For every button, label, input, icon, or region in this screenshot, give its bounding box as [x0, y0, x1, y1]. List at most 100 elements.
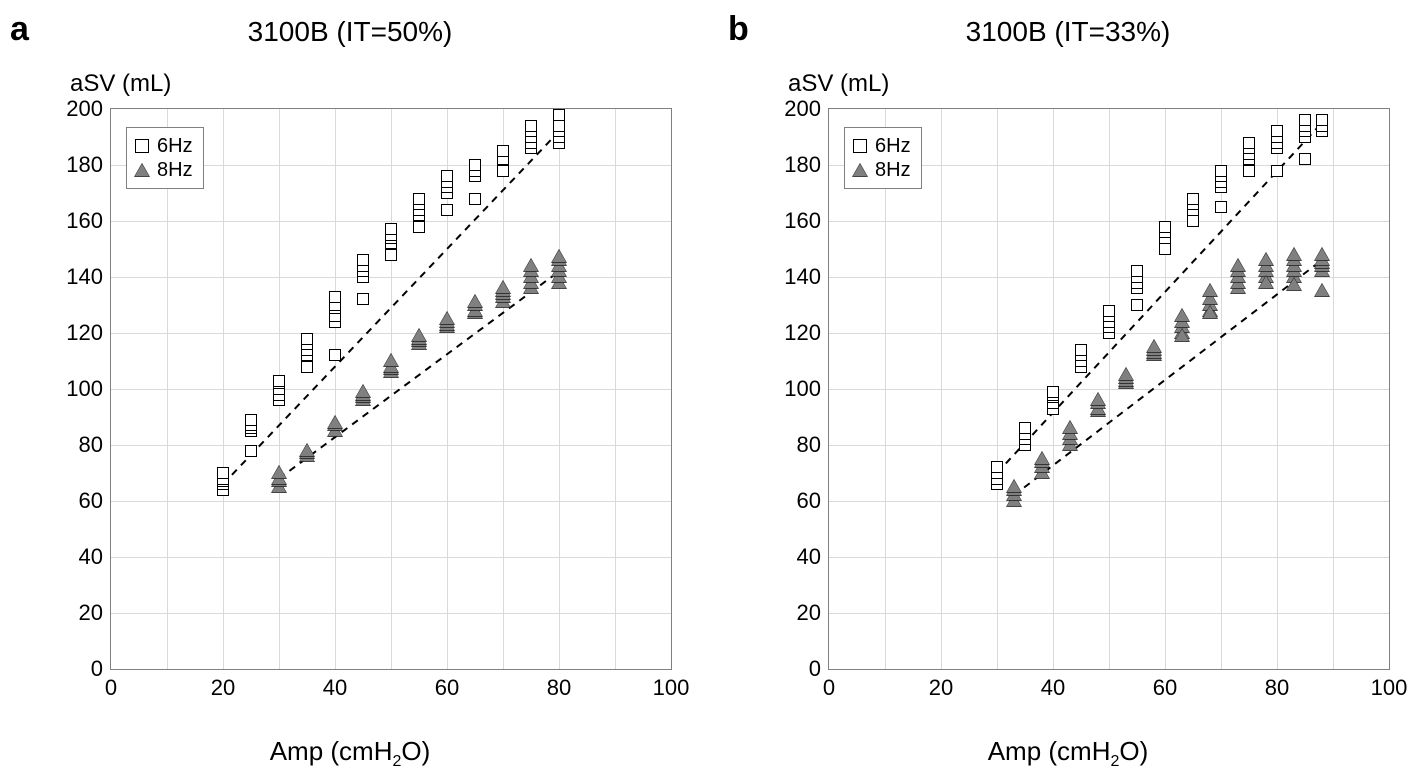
- marker-square: [1243, 137, 1255, 149]
- square-icon: [853, 139, 867, 153]
- marker-triangle-fill: [1147, 340, 1161, 352]
- y-tick-label: 100: [784, 376, 821, 402]
- y-tick-label: 80: [797, 432, 821, 458]
- marker-triangle-fill: [1231, 259, 1245, 271]
- legend-label: 6Hz: [875, 134, 911, 158]
- gridline-horizontal: [111, 501, 671, 502]
- gridline-horizontal: [829, 445, 1389, 446]
- y-axis-title: aSV (mL): [70, 70, 171, 98]
- x-tick-label: 100: [653, 675, 690, 701]
- marker-square: [329, 291, 341, 303]
- marker-square: [553, 109, 565, 121]
- y-tick-label: 140: [784, 264, 821, 290]
- x-tick-label: 60: [435, 675, 459, 701]
- legend-label: 6Hz: [157, 134, 193, 158]
- marker-square: [301, 361, 313, 373]
- square-icon: [135, 139, 149, 153]
- marker-square: [329, 349, 341, 361]
- marker-square: [1299, 114, 1311, 126]
- marker-square: [1159, 243, 1171, 255]
- marker-square: [1316, 114, 1328, 126]
- gridline-horizontal: [111, 221, 671, 222]
- marker-square: [441, 204, 453, 216]
- marker-square: [469, 159, 481, 171]
- x-tick-label: 80: [547, 675, 571, 701]
- gridline-horizontal: [829, 277, 1389, 278]
- marker-square: [1187, 215, 1199, 227]
- marker-square: [1215, 201, 1227, 213]
- legend-label: 8Hz: [157, 158, 193, 182]
- marker-square: [1243, 165, 1255, 177]
- y-tick-label: 100: [66, 376, 103, 402]
- marker-square: [497, 145, 509, 157]
- y-tick-label: 180: [66, 152, 103, 178]
- y-tick-label: 40: [797, 544, 821, 570]
- marker-square: [413, 221, 425, 233]
- gridline-horizontal: [829, 221, 1389, 222]
- marker-square: [1187, 193, 1199, 205]
- trend-line-8Hz: [279, 271, 559, 478]
- y-tick-label: 180: [784, 152, 821, 178]
- marker-square: [413, 193, 425, 205]
- legend-item: 8Hz: [853, 158, 911, 182]
- marker-triangle-fill: [1175, 329, 1189, 341]
- x-tick-label: 100: [1371, 675, 1408, 701]
- gridline-horizontal: [111, 557, 671, 558]
- x-axis-title: Amp (cmH2O): [0, 736, 700, 771]
- marker-triangle-fill: [384, 354, 398, 366]
- y-tick-label: 40: [79, 544, 103, 570]
- marker-square: [497, 165, 509, 177]
- marker-triangle-fill: [468, 295, 482, 307]
- triangle-icon: [135, 163, 149, 177]
- marker-triangle-fill: [328, 416, 342, 428]
- y-tick-label: 80: [79, 432, 103, 458]
- marker-square: [991, 461, 1003, 473]
- marker-square: [1019, 422, 1031, 434]
- gridline-horizontal: [829, 613, 1389, 614]
- marker-square: [1299, 153, 1311, 165]
- panel-title-a: 3100B (IT=50%): [0, 16, 700, 48]
- marker-square: [1271, 125, 1283, 137]
- marker-triangle-fill: [440, 312, 454, 324]
- y-tick-label: 120: [66, 320, 103, 346]
- marker-square: [553, 120, 565, 132]
- gridline-horizontal: [111, 389, 671, 390]
- y-tick-label: 60: [797, 488, 821, 514]
- marker-triangle-fill: [1091, 393, 1105, 405]
- marker-square: [357, 254, 369, 266]
- marker-square: [245, 414, 257, 426]
- panel-b: b3100B (IT=33%)aSV (mL)Amp (cmH2O)020406…: [718, 0, 1418, 777]
- legend-item: 6Hz: [853, 134, 911, 158]
- marker-triangle-fill: [1063, 421, 1077, 433]
- marker-triangle-fill: [1035, 452, 1049, 464]
- y-tick-label: 60: [79, 488, 103, 514]
- marker-square: [1103, 305, 1115, 317]
- marker-square: [525, 120, 537, 132]
- marker-triangle-fill: [1259, 253, 1273, 265]
- x-tick-label: 0: [823, 675, 835, 701]
- marker-square: [1047, 386, 1059, 398]
- marker-triangle-fill: [1175, 309, 1189, 321]
- marker-square: [385, 249, 397, 261]
- y-tick-label: 160: [784, 208, 821, 234]
- marker-triangle-fill: [300, 444, 314, 456]
- gridline-horizontal: [111, 613, 671, 614]
- gridline-horizontal: [829, 389, 1389, 390]
- marker-triangle-fill: [496, 281, 510, 293]
- y-tick-label: 200: [784, 96, 821, 122]
- marker-triangle-fill: [1287, 248, 1301, 260]
- marker-triangle-fill: [1203, 306, 1217, 318]
- marker-square: [217, 467, 229, 479]
- x-tick-label: 40: [1041, 675, 1065, 701]
- marker-square: [245, 445, 257, 457]
- marker-square: [301, 333, 313, 345]
- marker-square: [469, 193, 481, 205]
- gridline-horizontal: [111, 333, 671, 334]
- marker-triangle-fill: [412, 329, 426, 341]
- marker-square: [1131, 299, 1143, 311]
- y-tick-label: 120: [784, 320, 821, 346]
- y-tick-label: 0: [809, 656, 821, 682]
- marker-square: [1131, 265, 1143, 277]
- x-tick-label: 80: [1265, 675, 1289, 701]
- marker-triangle-fill: [1315, 284, 1329, 296]
